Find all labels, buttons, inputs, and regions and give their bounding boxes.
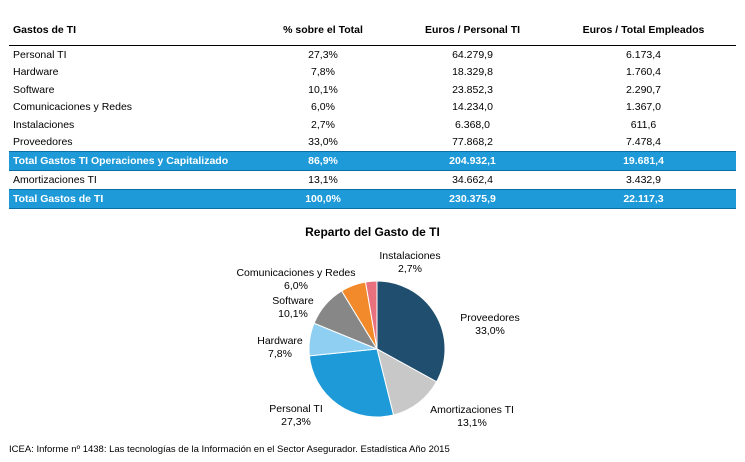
pie-slice-proveedores: [376, 280, 446, 383]
pie-label-proveedores: Proveedores 33,0%: [460, 312, 520, 337]
cell-eur-personal: 34.662,4: [452, 173, 493, 186]
cell-label: Comunicaciones y Redes: [13, 101, 133, 114]
table-header-row: Gastos de TI % sobre el Total Euros / Pe…: [9, 16, 736, 46]
cell-eur-personal: 14.234,0: [452, 101, 493, 114]
cell-pct: 100,0%: [252, 188, 394, 209]
pie-label-comunicaciones-y-redes: Comunicaciones y Redes 6,0%: [236, 267, 355, 292]
table-total-row: Total Gastos TI Operaciones y Capitaliza…: [9, 151, 736, 171]
pie-label-personal-ti: Personal TI 27,3%: [269, 403, 323, 428]
cell-eur-personal: 230.375,9: [394, 188, 551, 209]
cell-eur-personal: 64.279,9: [452, 48, 493, 61]
pie-label-instalaciones: Instalaciones 2,7%: [379, 250, 440, 275]
pie-slice-personal-ti: [308, 348, 395, 418]
cell-pct: 13,1%: [308, 173, 338, 186]
cell-eur-personal: 204.932,1: [394, 151, 551, 171]
chart-title: Reparto del Gasto de TI: [305, 225, 440, 239]
cell-eur-personal: 23.852,3: [452, 83, 493, 96]
cell-eur-empleados: 3.432,9: [625, 173, 662, 186]
table-row: Personal TI 27,3% 64.279,9 6.173,4: [9, 46, 736, 64]
table-row: Hardware 7,8% 18.329,8 1.760,4: [9, 64, 736, 82]
pie-slice-amortizaciones-ti: [376, 348, 438, 416]
cell-label: Instalaciones: [13, 118, 75, 131]
header-eur-empleados: Euros / Total Empleados: [551, 16, 736, 46]
cell-eur-empleados: 2.290,7: [625, 83, 662, 96]
header-eur-personal: Euros / Personal TI: [394, 16, 551, 46]
cell-eur-empleados: 7.478,4: [625, 136, 662, 149]
cell-label: Software: [13, 83, 55, 96]
cell-eur-empleados: 6.173,4: [625, 48, 662, 61]
cell-pct: 7,8%: [311, 66, 335, 79]
cell-eur-empleados: 22.117,3: [551, 188, 736, 209]
table-row: Comunicaciones y Redes 6,0% 14.234,0 1.367,…: [9, 99, 736, 117]
cell-label: Proveedores: [13, 136, 73, 149]
pie-slice-instalaciones: [364, 280, 378, 350]
cell-eur-empleados: 1.367,0: [625, 101, 662, 114]
table-row: Amortizaciones TI 13,1% 34.662,4 3.432,9: [9, 171, 736, 190]
cell-pct: 86,9%: [252, 151, 394, 171]
cell-pct: 6,0%: [311, 101, 335, 114]
header-gastos: Gastos de TI: [9, 16, 252, 46]
pie-label-hardware: Hardware 7,8%: [257, 335, 303, 360]
cell-label: Amortizaciones TI: [13, 173, 97, 186]
cell-eur-personal: 18.329,8: [452, 66, 493, 79]
table-row: Proveedores 33,0% 77.868,2 7.478,4: [9, 134, 736, 152]
cell-eur-personal: 77.868,2: [452, 136, 493, 149]
cell-pct: 10,1%: [308, 83, 338, 96]
gastos-ti-table: Gastos de TI % sobre el Total Euros / Pe…: [9, 16, 736, 209]
cell-label: Total Gastos de TI: [9, 188, 252, 209]
table-total-row: Total Gastos de TI 100,0% 230.375,9 22.117,…: [9, 188, 736, 209]
pie-label-amortizaciones-ti: Amortizaciones TI 13,1%: [430, 404, 514, 429]
cell-label: Total Gastos TI Operaciones y Capitaliza…: [9, 151, 252, 171]
cell-pct: 33,0%: [308, 136, 338, 149]
table-row: Instalaciones 2,7% 6.368,0 611,6: [9, 116, 736, 134]
cell-eur-empleados: 1.760,4: [625, 66, 662, 79]
cell-eur-empleados: 19.681,4: [551, 151, 736, 171]
cell-label: Hardware: [13, 66, 59, 79]
cell-eur-personal: 6.368,0: [454, 118, 491, 131]
pie-label-software: Software 10,1%: [272, 295, 314, 320]
cell-pct: 27,3%: [308, 48, 338, 61]
table-row: Software 10,1% 23.852,3 2.290,7: [9, 81, 736, 99]
source-note: ICEA: Informe nº 1438: Las tecnologías d…: [9, 444, 450, 455]
cell-eur-empleados: 611,6: [630, 118, 657, 131]
cell-label: Personal TI: [13, 48, 67, 61]
header-pct: % sobre el Total: [252, 16, 394, 46]
cell-pct: 2,7%: [311, 118, 335, 131]
